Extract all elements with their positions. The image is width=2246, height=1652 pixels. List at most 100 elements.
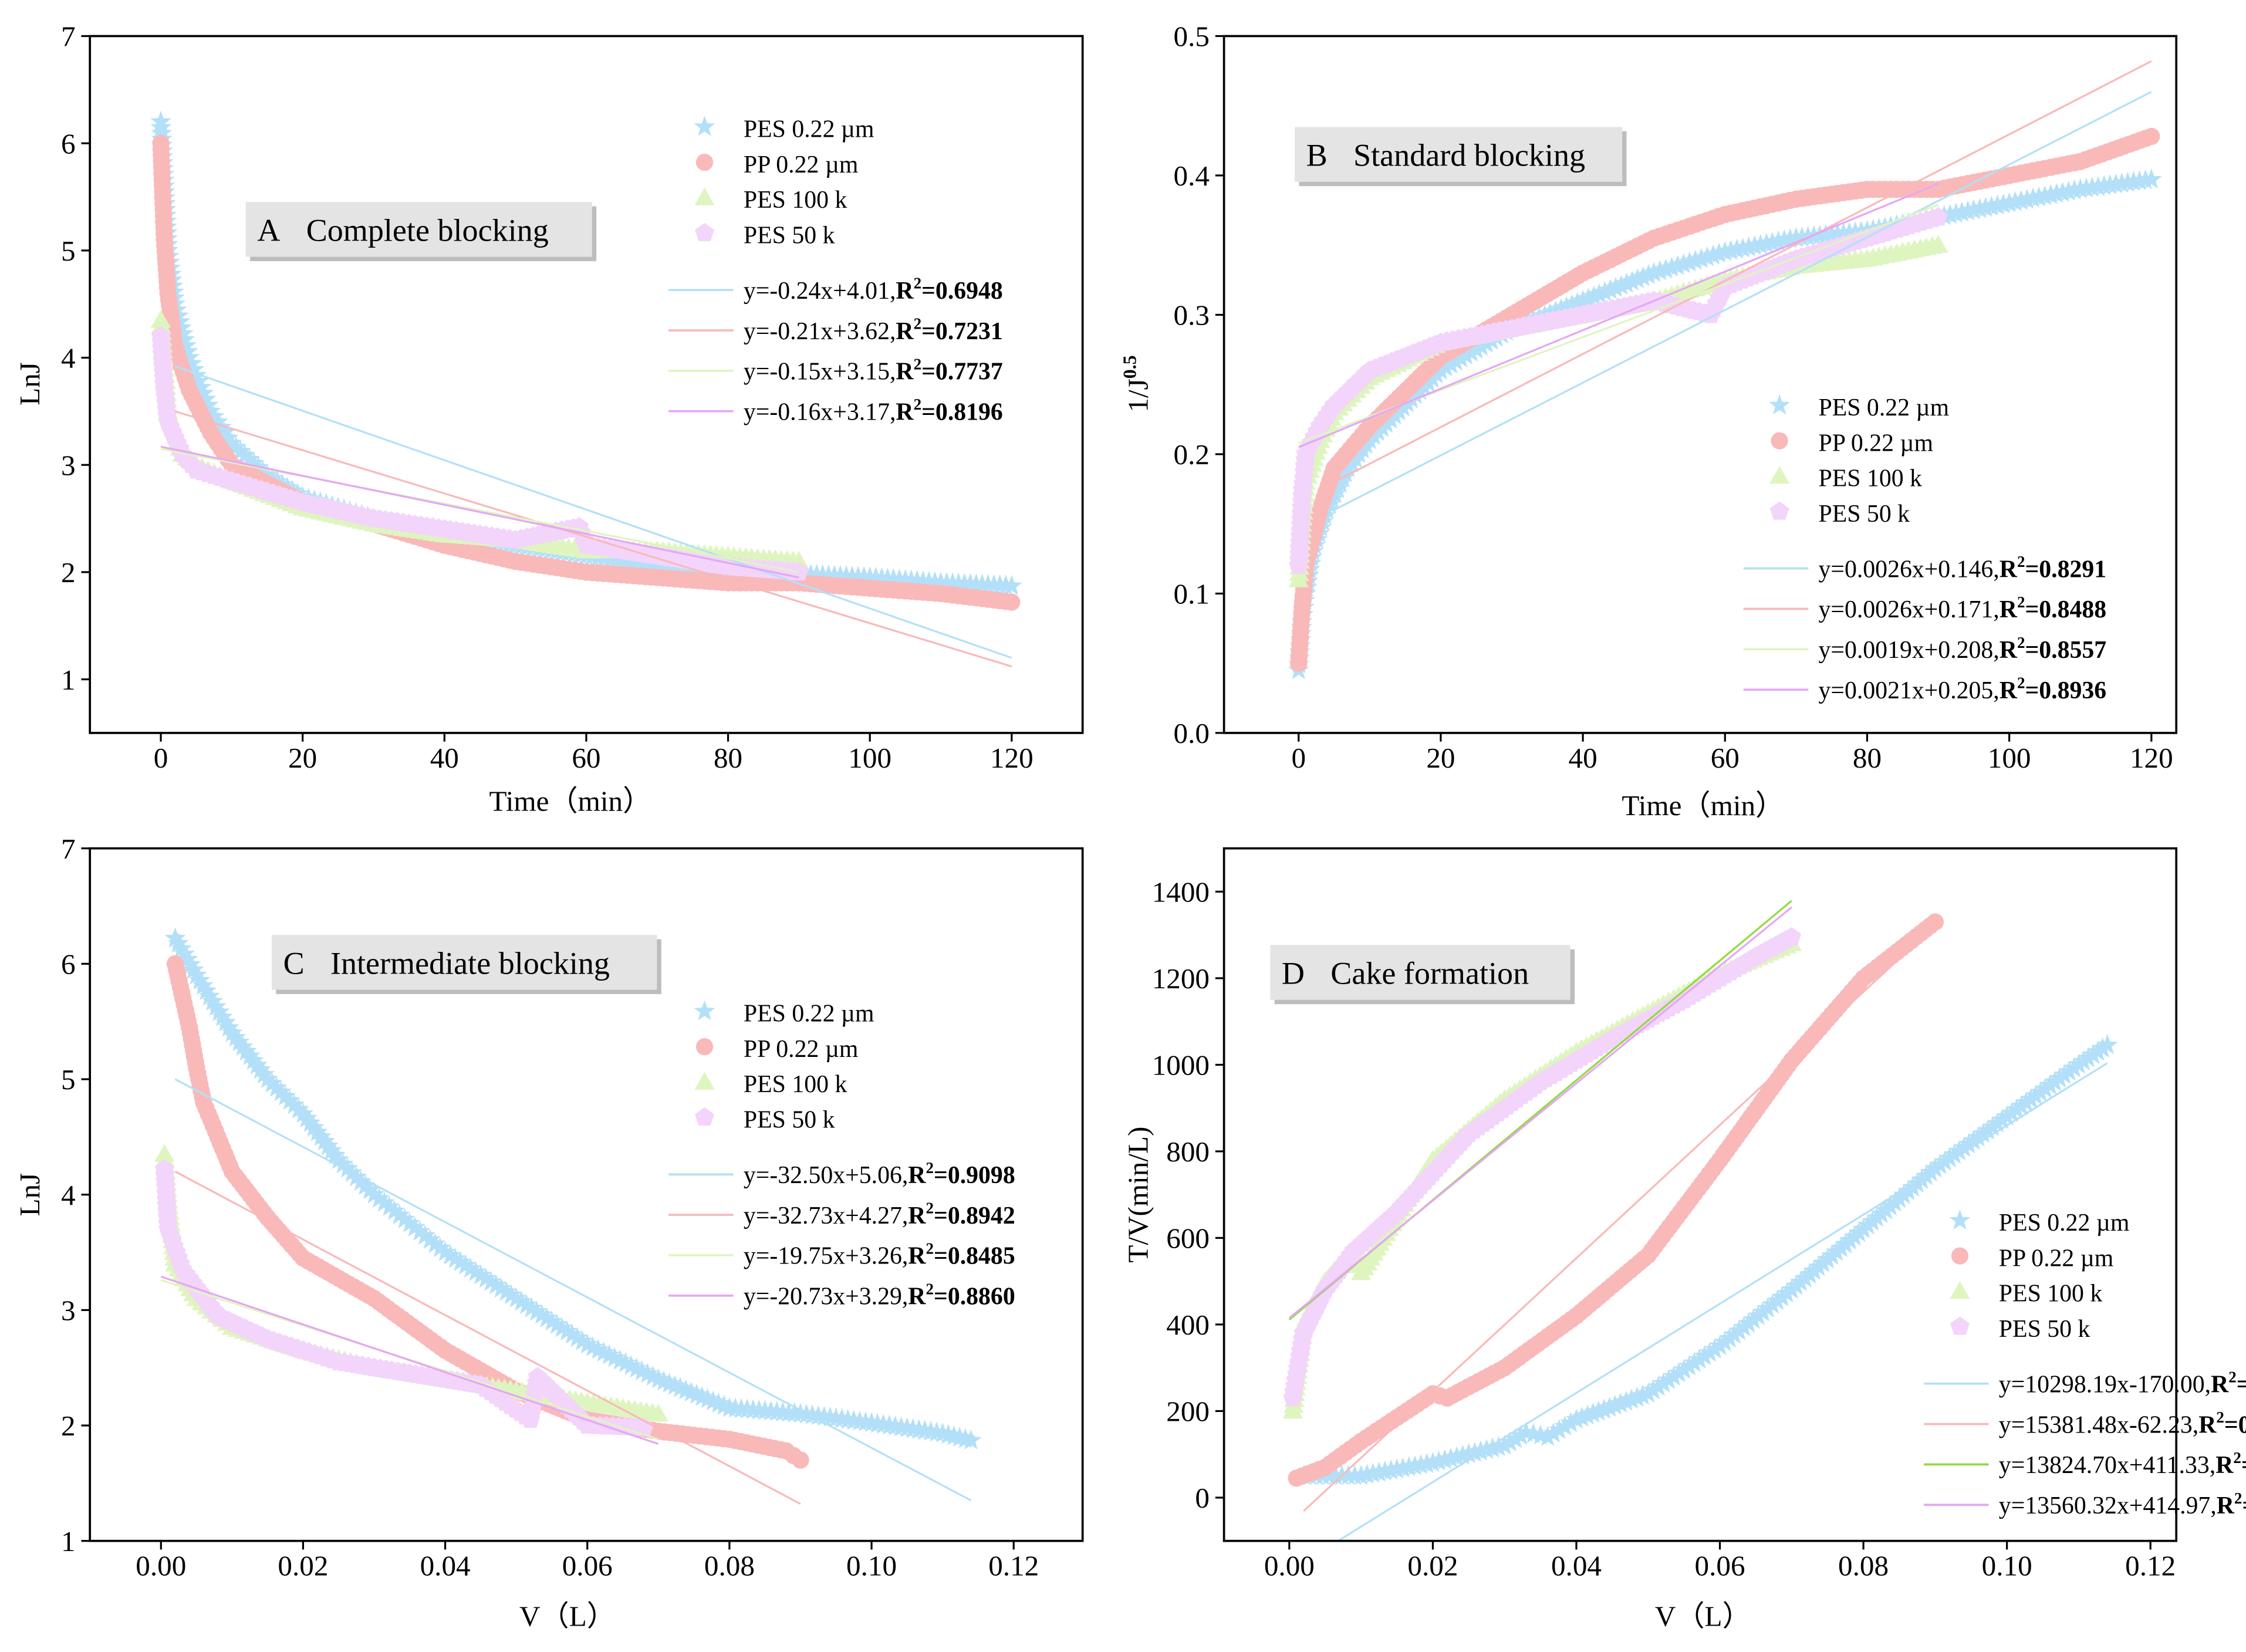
star-marker (183, 959, 204, 979)
star-marker (192, 382, 214, 403)
panel-letter: D (1282, 956, 1305, 991)
star-marker (384, 1200, 406, 1221)
r2-value: =0.8942 (934, 1202, 1015, 1229)
star-marker (480, 1271, 502, 1291)
pentagon-marker (1950, 1316, 1970, 1335)
y-tick-label: 0.1 (1174, 578, 1210, 610)
y-tick-label: 2 (61, 1410, 76, 1442)
star-marker (288, 1098, 309, 1119)
star-marker (235, 1040, 257, 1061)
r2-value: =0.9098 (934, 1162, 1015, 1189)
star-marker (1505, 1428, 1526, 1448)
r2-sup: 2 (2216, 1408, 2224, 1426)
fit-line (160, 445, 799, 579)
star-marker (1435, 356, 1457, 377)
legend-equation: y=10298.19x-170.00,R2=0.9780 (1999, 1368, 2246, 1398)
y-tick-label: 0.3 (1174, 299, 1210, 332)
r2-symbol: R (896, 318, 914, 345)
fit-line (174, 1078, 972, 1502)
x-tick-label: 120 (990, 742, 1034, 774)
star-marker (239, 1045, 261, 1065)
star-marker (1938, 1147, 1960, 1168)
star-marker (1594, 281, 1616, 302)
star-marker (1708, 242, 1730, 263)
star-marker (1446, 1446, 1468, 1467)
star-marker (324, 1144, 346, 1165)
equation-text: y=-19.75x+3.26, (744, 1243, 908, 1270)
star-marker (1658, 1369, 1680, 1390)
star-marker (960, 1429, 982, 1450)
x-tick-label: 100 (1988, 742, 2031, 774)
x-tick-label: 20 (288, 742, 317, 774)
star-marker (2029, 1081, 2051, 1102)
y-tick-label: 5 (61, 235, 76, 267)
star-marker (346, 1166, 367, 1187)
star-marker (1583, 285, 1605, 306)
star-marker (1499, 1431, 1521, 1452)
legend-equation: y=-32.73x+4.27,R2=0.8942 (744, 1200, 1015, 1229)
star-marker (310, 1126, 332, 1146)
star-marker (620, 1354, 642, 1375)
y-tick-label: 6 (61, 127, 76, 160)
legend-equation: y=13560.32x+414.97,R2=0.9778 (1999, 1489, 2246, 1519)
x-axis-label: Time（min） (489, 785, 651, 817)
star-marker (164, 927, 186, 948)
panel-letter: A (257, 213, 280, 248)
star-marker (1556, 296, 1578, 316)
y-axis-label: LnJ (13, 1173, 46, 1217)
y-tick-label: 6 (61, 948, 76, 980)
star-marker (320, 1139, 342, 1160)
r2-symbol: R (908, 1162, 926, 1189)
fit-line (174, 410, 1012, 668)
r2-value: =0.8196 (921, 398, 1003, 425)
star-marker (1464, 1441, 1485, 1462)
y-tick-label: 800 (1166, 1136, 1210, 1168)
r2-symbol: R (2217, 1492, 2235, 1519)
star-marker (572, 1330, 593, 1351)
star-marker (546, 1313, 568, 1334)
star-marker (189, 969, 211, 990)
x-tick-label: 0.06 (1695, 1550, 1745, 1582)
fit-line (174, 365, 1012, 659)
star-marker (440, 1244, 461, 1265)
star-marker (178, 346, 200, 367)
x-tick-label: 100 (848, 742, 891, 774)
equation-text: y=13824.70x+411.33, (1999, 1452, 2215, 1479)
star-marker (1488, 1435, 1509, 1457)
star-marker (1690, 248, 1712, 268)
star-marker (465, 1261, 487, 1282)
legend: PES 0.22 µm PP 0.22 µm PES 100 k PES 50 k y=… (1743, 394, 2107, 704)
star-marker (246, 1054, 268, 1075)
star-marker (1554, 1415, 1576, 1436)
series-pentagon (154, 1159, 654, 1436)
panel-letter: C (283, 945, 305, 981)
star-marker (229, 440, 251, 461)
star-marker (505, 1287, 527, 1308)
r2-value: =0.8291 (2025, 556, 2106, 583)
star-marker (1757, 1297, 1779, 1318)
star-marker (292, 1103, 314, 1123)
series-pentagon (1283, 927, 1802, 1407)
star-marker (354, 1174, 376, 1195)
star-marker (256, 1068, 278, 1089)
legend-label: PES 0.22 µm (744, 116, 874, 143)
star-marker (1943, 1143, 1965, 1164)
x-tick-label: 0.08 (704, 1550, 755, 1582)
star-marker (389, 1204, 410, 1225)
star-marker (239, 448, 261, 469)
r2-symbol: R (908, 1283, 926, 1310)
star-marker (299, 1112, 321, 1133)
legend-equation: y=0.0019x+0.208,R2=0.8557 (1819, 634, 2107, 664)
y-tick-label: 7 (61, 21, 76, 53)
y-tick-label: 1 (61, 1525, 76, 1558)
star-marker (576, 1333, 598, 1354)
y-tick-label: 200 (1166, 1396, 1210, 1428)
star-marker (1465, 338, 1487, 359)
x-tick-label: 0.10 (1982, 1550, 2032, 1582)
x-tick-label: 0.00 (136, 1550, 186, 1582)
star-marker (429, 1237, 451, 1258)
panel-title-text: Intermediate blocking (330, 945, 610, 981)
equation-text: y=0.0021x+0.205, (1819, 677, 2000, 704)
legend: PES 0.22 µm PP 0.22 µm PES 100 k PES 50 k y=… (668, 116, 1003, 425)
star-marker (604, 1347, 626, 1367)
